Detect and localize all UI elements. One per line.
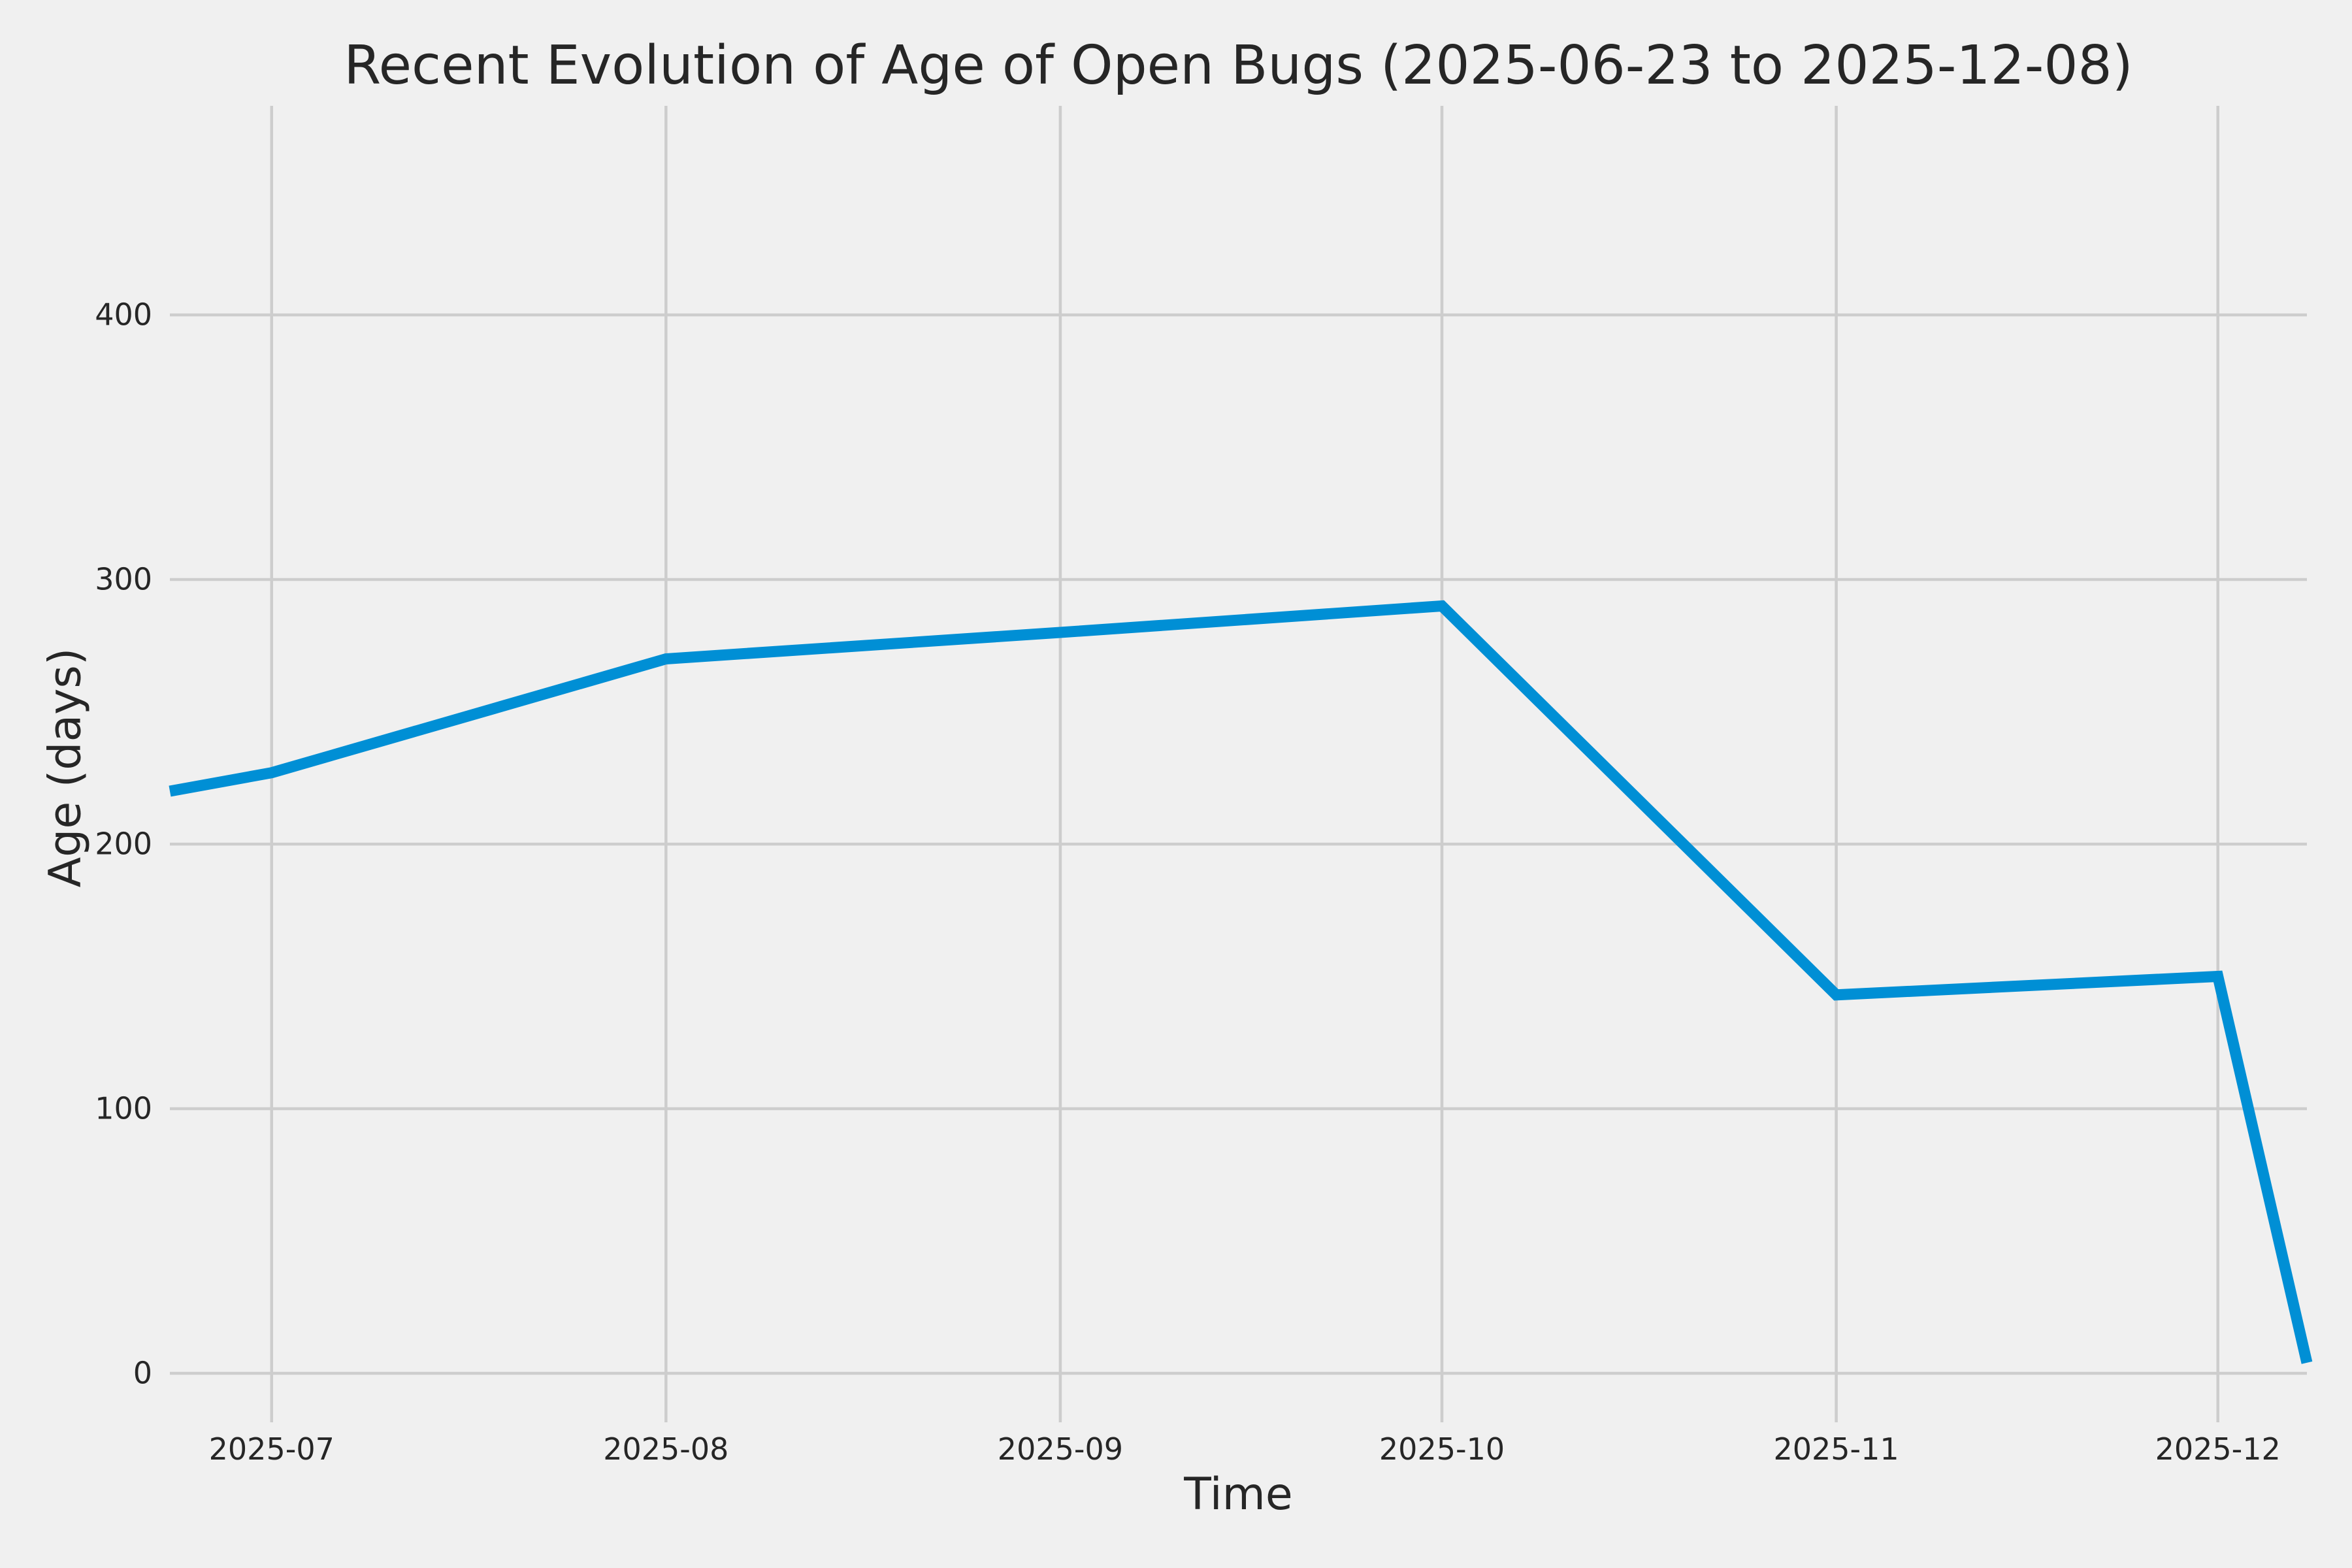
y-tick-label: 0 [133, 1355, 152, 1391]
y-tick-label: 200 [95, 826, 152, 862]
x-tick-label: 2025-10 [1379, 1431, 1505, 1467]
x-tick-label: 2025-07 [208, 1431, 335, 1467]
y-tick-label: 300 [95, 561, 152, 597]
x-tick-label: 2025-08 [603, 1431, 729, 1467]
x-tick-label: 2025-11 [1773, 1431, 1899, 1467]
chart-title: Recent Evolution of Age of Open Bugs (20… [344, 35, 2133, 97]
x-axis-label: Time [1184, 1469, 1293, 1520]
y-tick-label: 400 [95, 297, 152, 333]
y-tick-label: 100 [95, 1090, 152, 1126]
y-axis-label: Age (days) [39, 647, 91, 888]
data-line [169, 600, 2313, 1364]
x-tick-label: 2025-09 [997, 1431, 1124, 1467]
x-tick-label: 2025-12 [2155, 1431, 2281, 1467]
